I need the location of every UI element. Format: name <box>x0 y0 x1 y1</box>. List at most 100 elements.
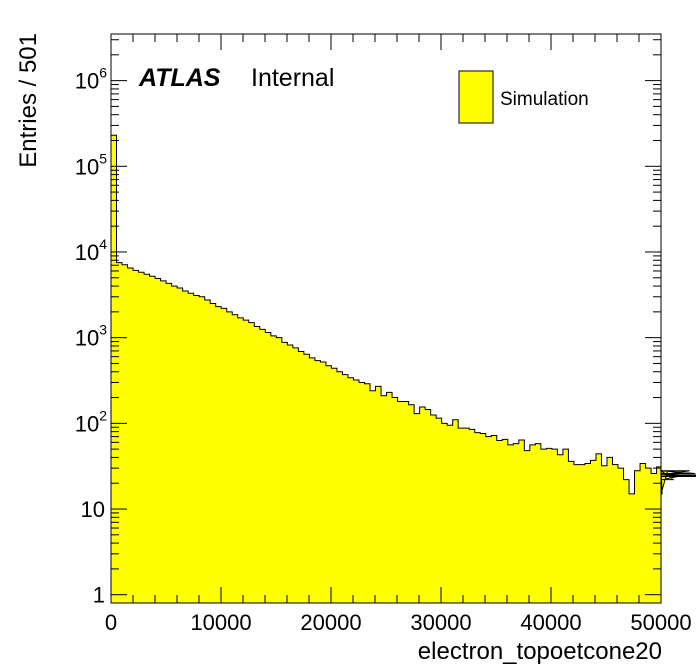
histogram-bin <box>403 401 409 603</box>
histogram-bin <box>111 135 117 603</box>
histogram-bin <box>194 296 200 603</box>
histogram-bin <box>216 307 222 603</box>
histogram-bin <box>579 465 585 603</box>
histogram-bin <box>502 439 508 603</box>
histogram-fill <box>111 135 696 603</box>
x-tick-label: 30000 <box>410 610 471 635</box>
histogram-bin <box>480 434 486 603</box>
histogram-bin <box>238 318 244 603</box>
histogram-bin <box>563 449 569 603</box>
histogram-bin <box>348 378 354 603</box>
histogram-bin <box>221 308 227 603</box>
histogram-bin <box>464 428 470 603</box>
y-tick-label: 104 <box>75 236 107 265</box>
histogram-bin <box>128 268 134 603</box>
histogram-bin <box>447 425 453 603</box>
histogram-bin <box>199 297 205 603</box>
y-axis-title: Entries / 501 <box>15 33 42 168</box>
legend-swatch <box>458 70 494 124</box>
histogram-bin <box>315 361 321 603</box>
histogram-bin <box>425 410 431 603</box>
x-tick-label: 20000 <box>300 610 361 635</box>
histogram-bin <box>624 480 630 603</box>
histogram-bin <box>144 274 150 603</box>
histogram-bin <box>232 315 238 603</box>
histogram-bin <box>293 348 299 603</box>
histogram-bin <box>161 281 167 603</box>
histogram-bin <box>365 384 371 603</box>
histogram-bin <box>370 391 376 603</box>
histogram-bin <box>265 332 271 603</box>
histogram-bin <box>491 436 497 603</box>
histogram-bin <box>353 380 359 603</box>
histogram-bin <box>552 449 558 603</box>
histogram-bin <box>172 286 178 603</box>
histogram-bin <box>166 283 172 603</box>
histogram-bin <box>331 368 337 603</box>
y-tick-label: 1 <box>93 583 105 608</box>
histogram-bin <box>260 329 266 603</box>
histogram-bin <box>188 293 194 603</box>
histogram-bin <box>585 463 591 603</box>
histogram-bin <box>524 451 530 603</box>
histogram-bin <box>431 415 437 603</box>
histogram-bin <box>337 372 343 603</box>
histogram-bin <box>150 276 156 603</box>
histogram-bin <box>420 407 426 603</box>
y-tick-label: 102 <box>75 407 107 436</box>
histogram-bin <box>320 362 326 603</box>
x-tick-label: 10000 <box>190 610 251 635</box>
histogram-bin <box>640 463 646 603</box>
x-tick-labels: 0 10000 20000 30000 40000 50000 <box>105 610 692 635</box>
y-tick-labels: 1 10 102 103 104 105 106 <box>75 65 107 608</box>
histogram-bin <box>497 441 503 603</box>
histogram-bin <box>530 445 536 603</box>
histogram-bin <box>298 351 304 603</box>
histogram-bin <box>342 375 348 603</box>
histogram-bin <box>541 449 547 603</box>
histogram-bin <box>409 405 415 603</box>
histogram-bin <box>133 270 139 603</box>
histogram-bin <box>139 272 145 603</box>
histogram-bin <box>436 418 442 603</box>
histogram-bin <box>475 433 481 603</box>
histogram-bin <box>590 460 596 603</box>
legend: Simulation <box>458 70 589 124</box>
histogram-bin <box>651 473 657 603</box>
histogram-bin <box>508 445 514 603</box>
histogram-bin <box>513 444 519 603</box>
histogram-bin <box>177 288 183 603</box>
histogram-bin <box>607 457 613 603</box>
histogram-bin <box>359 382 365 603</box>
histogram-bin <box>618 468 624 603</box>
atlas-label: ATLAS <box>138 64 221 92</box>
histogram-bin <box>381 396 387 603</box>
histogram-bin <box>629 494 635 603</box>
histogram-bin <box>183 291 189 603</box>
histogram-bin <box>309 358 315 603</box>
histogram-bin <box>210 304 216 603</box>
histogram-outline <box>110 134 696 603</box>
y-tick-label: 106 <box>75 65 107 94</box>
x-tick-label: 50000 <box>630 610 691 635</box>
histogram-bin <box>243 320 249 603</box>
histogram-bin <box>458 428 464 603</box>
internal-label: Internal <box>251 64 334 92</box>
histogram-bin <box>271 336 277 603</box>
histogram-bin <box>568 461 574 603</box>
histogram-bin <box>596 454 602 603</box>
histogram-bin <box>254 326 260 603</box>
histogram-bin <box>304 354 310 603</box>
histogram-bin <box>122 265 128 603</box>
histogram-bin <box>155 279 161 603</box>
histogram-bin <box>486 437 492 603</box>
histogram-bin <box>376 386 382 603</box>
histogram-layer <box>110 134 696 603</box>
histogram-bin <box>287 345 293 603</box>
histogram-bin <box>392 398 398 603</box>
histogram-bin <box>453 420 459 603</box>
histogram-bin <box>205 300 211 603</box>
histogram-bin <box>519 440 525 603</box>
histogram-bin <box>557 455 563 603</box>
